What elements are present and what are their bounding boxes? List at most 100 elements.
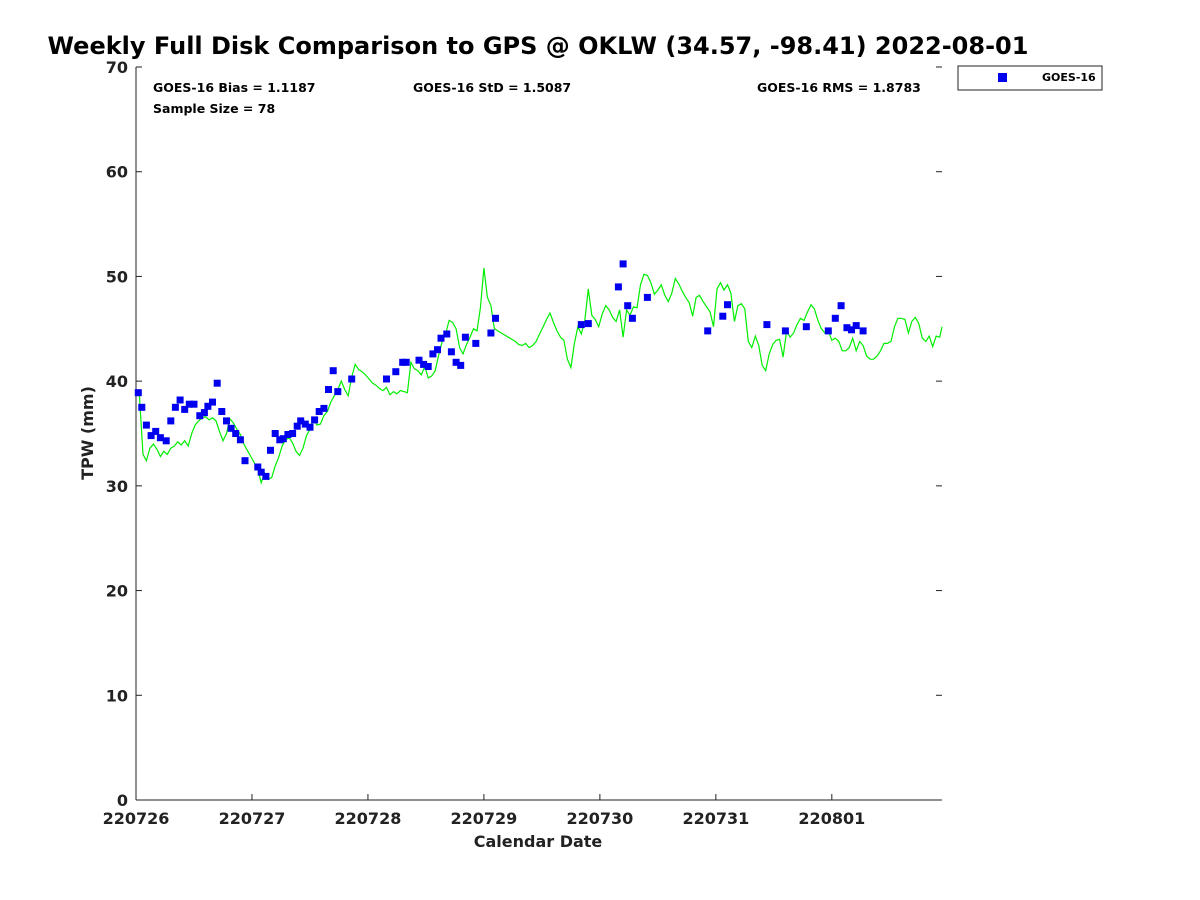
goes16-point <box>271 430 279 437</box>
goes16-point <box>257 468 265 476</box>
goes16-point <box>577 321 585 329</box>
x-tick-label: 220801 <box>798 809 865 828</box>
goes16-point <box>196 412 204 420</box>
y-tick-label: 60 <box>106 163 128 182</box>
goes16-point <box>171 403 179 411</box>
goes16-point <box>227 424 235 432</box>
goes16-point <box>434 346 441 354</box>
goes16-point <box>643 293 651 301</box>
goes16-point <box>452 358 460 366</box>
y-tick-label: 20 <box>106 582 128 601</box>
goes16-point <box>852 322 860 330</box>
x-tick-label: 220726 <box>103 809 170 828</box>
goes16-point <box>831 314 839 322</box>
goes16-point <box>763 321 771 329</box>
goes16-point <box>223 417 230 425</box>
plot-background <box>136 67 942 800</box>
goes16-point <box>152 427 160 435</box>
goes16-point <box>315 408 323 415</box>
goes16-point <box>624 302 632 310</box>
gps-tpw-line <box>135 268 943 485</box>
chart-title: Weekly Full Disk Comparison to GPS @ OKL… <box>48 32 1029 60</box>
goes16-point <box>209 398 216 406</box>
x-axis-label: Calendar Date <box>474 832 603 851</box>
goes16-point <box>415 356 423 364</box>
goes16-point <box>619 260 627 268</box>
goes16-point <box>447 348 455 356</box>
goes16-point <box>185 400 193 408</box>
goes16-point <box>781 327 789 335</box>
goes16-point <box>147 432 155 440</box>
goes16-point <box>392 368 400 376</box>
goes16-point <box>176 396 184 404</box>
y-tick-label: 70 <box>106 58 128 77</box>
goes16-point <box>142 421 150 429</box>
goes16-point <box>802 323 810 331</box>
x-tick-label: 220729 <box>451 809 518 828</box>
sample-size-stat: Sample Size = 78 <box>153 101 275 116</box>
goes16-point <box>167 417 175 425</box>
goes16-point <box>334 388 342 396</box>
goes16-point <box>329 367 337 375</box>
y-tick-label: 10 <box>106 686 128 705</box>
goes16-point <box>859 327 867 335</box>
goes16-point <box>138 403 146 411</box>
goes16-point <box>134 389 142 397</box>
goes16-point <box>325 386 332 393</box>
goes16-point <box>724 301 731 309</box>
goes16-point <box>837 302 845 310</box>
goes16-point <box>306 423 314 431</box>
goes16-point <box>487 329 495 337</box>
x-tick-label: 220727 <box>219 809 286 828</box>
goes16-point <box>279 435 287 443</box>
goes16-point <box>241 457 249 465</box>
goes16-point <box>492 314 499 322</box>
goes16-point <box>461 333 469 341</box>
bias-stat: GOES-16 Bias = 1.1187 <box>153 80 315 95</box>
goes16-point <box>824 327 832 335</box>
goes16-point <box>420 360 428 368</box>
rms-stat: GOES-16 RMS = 1.8783 <box>757 80 921 95</box>
goes16-point <box>156 434 164 442</box>
goes16-point <box>719 312 727 320</box>
goes16-point <box>284 431 292 438</box>
y-tick-label: 0 <box>117 791 128 810</box>
goes16-point <box>584 320 592 328</box>
goes16-point <box>301 420 309 428</box>
x-tick-label: 220730 <box>566 809 633 828</box>
goes16-point <box>472 339 480 347</box>
stats-annotations: GOES-16 Bias = 1.1187 GOES-16 StD = 1.50… <box>153 80 921 116</box>
x-tick-label: 220731 <box>682 809 749 828</box>
legend-box <box>957 65 1103 91</box>
goes16-point <box>218 408 226 415</box>
goes16-point <box>348 375 356 383</box>
goes16-point <box>429 350 437 358</box>
goes16-point <box>190 400 198 408</box>
goes16-point <box>236 436 244 444</box>
y-axis-label: TPW (mm) <box>78 386 97 480</box>
goes16-point <box>267 446 274 454</box>
x-axis-ticks: 220726 220727 220728 220729 220730 220731 2208… <box>103 794 865 828</box>
y-axis-ticks: 0 10 20 30 40 50 60 70 <box>106 58 942 810</box>
goes16-point <box>628 314 636 322</box>
goes16-point <box>262 472 270 480</box>
goes16-point <box>704 327 712 335</box>
y-tick-label: 30 <box>106 477 128 496</box>
goes16-point <box>181 405 189 413</box>
goes16-point <box>843 324 851 332</box>
goes16-point <box>614 283 622 291</box>
legend: GOES-16 <box>957 65 1103 91</box>
y-tick-label: 50 <box>106 267 128 286</box>
goes16-point <box>424 363 432 370</box>
goes16-point <box>457 361 465 369</box>
goes16-point <box>232 430 240 437</box>
goes16-point <box>402 358 410 366</box>
goes16-point <box>311 416 319 424</box>
goes16-point <box>297 417 305 425</box>
legend-marker-goes16 <box>998 73 1007 82</box>
goes16-point <box>437 334 445 342</box>
goes16-point <box>200 409 208 417</box>
goes16-point <box>289 430 297 437</box>
goes16-point <box>162 437 170 445</box>
